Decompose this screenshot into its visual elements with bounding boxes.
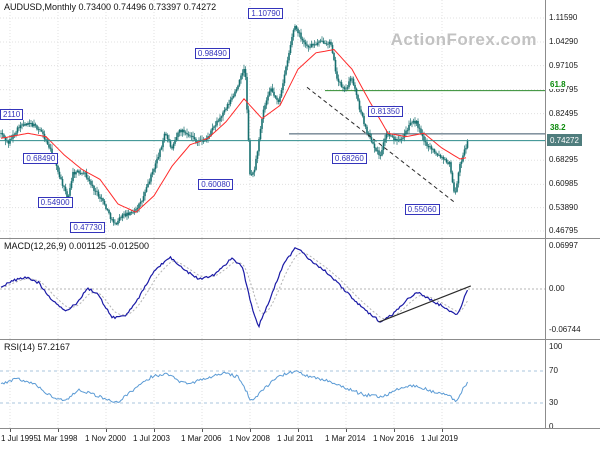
price-label: 0.68260: [331, 153, 367, 165]
scale-label: 1.11590: [549, 13, 578, 22]
price-label: 0.81350: [367, 106, 403, 118]
scale-label: 70: [549, 366, 558, 375]
date-label: 1 Nov 2008: [228, 434, 270, 443]
scale-label: 0.60985: [549, 179, 578, 189]
scale-label: 0.97105: [549, 60, 578, 70]
time-tick: [393, 429, 395, 432]
date-label: 1 Jul 2011: [277, 434, 314, 443]
current-price-tag: 0.74272: [547, 133, 582, 146]
date-label: 1 Jul 2003: [133, 434, 170, 443]
rsi-title-label: RSI(14): [4, 342, 36, 352]
axis-separator: [0, 428, 600, 429]
scale-label: 0.00: [549, 284, 565, 293]
price-label: 0.55060: [404, 203, 440, 215]
time-tick: [10, 429, 11, 432]
watermark: ActionForex.com: [390, 30, 537, 49]
scale-label: 0.53890: [549, 202, 578, 212]
macd-panel: MACD(12,26,9) 0.001125 -0.012500: [0, 239, 545, 339]
price-scale: 1.11590 1.04290 0.97105 0.89795 0.82495 0.682…: [546, 0, 600, 431]
macd-title-values: 0.001125 -0.012500: [69, 241, 149, 251]
rsi-title-value: 57.2167: [37, 342, 71, 352]
rsi-title: RSI(14) 57.2167: [4, 342, 70, 352]
time-tick: [58, 429, 59, 432]
macd-chart[interactable]: [0, 239, 545, 339]
time-tick: [202, 429, 203, 432]
date-label: 1 Jul 1995: [1, 434, 38, 443]
scale-label: 0.46795: [549, 225, 578, 235]
time-tick: [346, 429, 347, 432]
date-label: 1 Mar 1998: [37, 434, 78, 443]
price-panel: AUDUSD,Monthly 0.73400 0.74496 0.73397 0…: [0, 0, 545, 238]
time-tick: [105, 429, 107, 432]
price-label: 0.60080: [198, 179, 234, 191]
price-label: 1.10790: [248, 7, 284, 19]
scale-label: 30: [549, 398, 558, 407]
scale-label: -0.06744: [549, 325, 581, 335]
macd-title: MACD(12,26,9) 0.001125 -0.012500: [4, 241, 149, 251]
time-tick: [249, 429, 251, 432]
fib-level-label: 38.2: [549, 122, 567, 132]
fib-level-label: 61.8: [549, 79, 567, 89]
price-label: 0.98490: [194, 48, 230, 60]
date-label: 1 Jul 2019: [421, 434, 458, 443]
date-label: 1 Nov 2016: [372, 434, 414, 443]
rsi-chart[interactable]: [0, 340, 545, 428]
macd-title-label: MACD(12,26,9): [4, 241, 67, 251]
scale-label: 0: [549, 422, 554, 431]
scale-label: 0.06997: [549, 241, 578, 251]
date-label: 1 Mar 2006: [181, 434, 222, 443]
scale-label: 0.68295: [549, 155, 578, 165]
scale-label: 1.04290: [549, 36, 578, 46]
price-label: 0.47730: [70, 221, 106, 233]
scale-label: 100: [549, 342, 563, 351]
date-label: 1 Mar 2014: [325, 434, 366, 443]
rsi-panel: RSI(14) 57.2167: [0, 340, 545, 428]
scale-separator: [545, 0, 546, 429]
candlestick-chart[interactable]: [0, 0, 545, 238]
price-label: 0.68490: [23, 152, 59, 164]
time-tick: [298, 429, 299, 432]
panel-separator: [0, 339, 600, 340]
scale-label: 0.89795: [549, 84, 578, 94]
scale-label: 0.82495: [549, 108, 578, 118]
price-label: 0.54900: [37, 197, 73, 209]
price-label: 2110: [0, 108, 24, 120]
time-tick: [442, 429, 443, 432]
time-tick: [154, 429, 155, 432]
date-label: 1 Nov 2000: [84, 434, 126, 443]
panel-separator: [0, 238, 600, 239]
time-scale: 1 Jul 1995 1 Mar 1998 1 Nov 2000 1 Jul 2003…: [0, 429, 600, 450]
ohlc-title: AUDUSD,Monthly 0.73400 0.74496 0.73397 0…: [4, 2, 217, 12]
